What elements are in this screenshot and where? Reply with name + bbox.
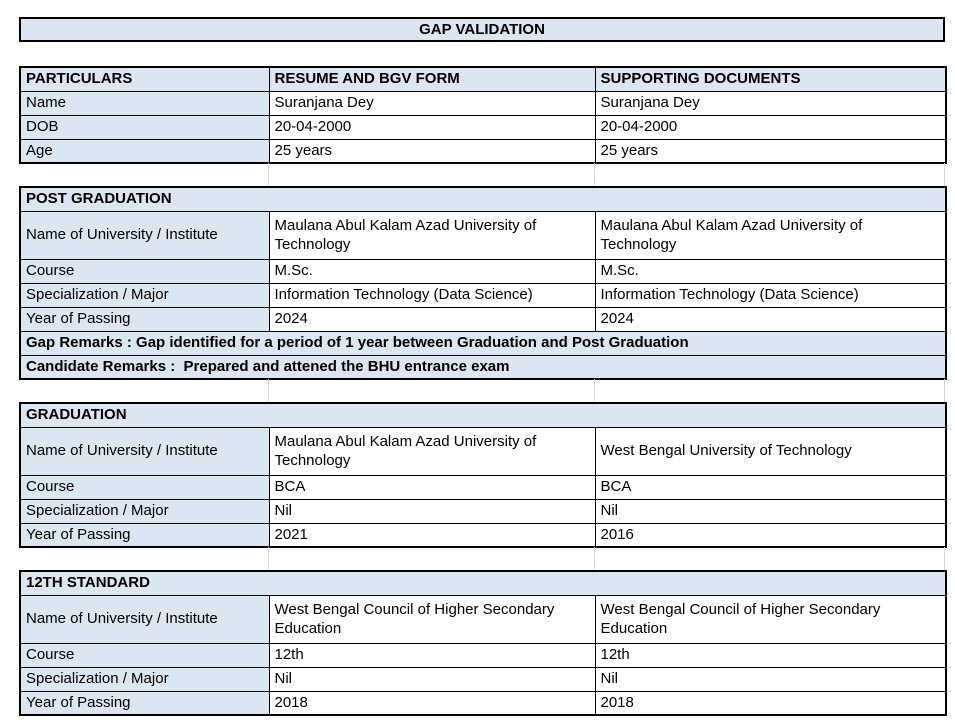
row-label-cell: Specialization / Major [19,282,270,308]
row-label-cell: Year of Passing [19,690,270,716]
post-graduation-table: POST GRADUATION Name of University / Ins… [19,186,948,380]
supporting-value-cell: Information Technology (Data Science) [594,282,947,308]
table-row: Course M.Sc. M.Sc. [19,258,947,284]
row-label-cell: Name of University / Institute [19,426,270,476]
row-label-cell: Year of Passing [19,306,270,332]
resume-value-cell: 2021 [268,522,596,548]
table-row: Year of Passing 2018 2018 [19,690,947,716]
row-label-cell: Course [19,642,270,668]
resume-value-cell: Nil [268,498,596,524]
graduation-table: GRADUATION Name of University / Institut… [19,402,947,548]
row-label-cell: Course [19,474,270,500]
supporting-value-cell: 25 years [594,138,947,164]
table-row: Name of University / Institute Maulana A… [19,426,947,476]
supporting-value-cell: Suranjana Dey [594,90,947,116]
row-label-cell: Course [19,258,270,284]
gridline [268,163,269,185]
section-heading: GRADUATION [19,402,947,428]
supporting-value-cell: Maulana Abul Kalam Azad University of Te… [594,210,947,260]
supporting-value-cell: West Bengal University of Technology [594,426,947,476]
supporting-value-cell: Nil [594,666,947,692]
gridline [594,379,595,401]
resume-value-cell: Information Technology (Data Science) [268,282,596,308]
table-row: Course 12th 12th [19,642,947,668]
column-header-resume: RESUME AND BGV FORM [268,66,596,92]
table-row: Specialization / Major Nil Nil [19,498,947,524]
supporting-value-cell: M.Sc. [594,258,947,284]
page-title: GAP VALIDATION [19,17,945,42]
gridline [268,547,269,569]
section-heading: 12TH STANDARD [19,570,947,596]
resume-value-cell: 20-04-2000 [268,114,596,140]
table-row: Course BCA BCA [19,474,947,500]
resume-value-cell: BCA [268,474,596,500]
table-row: Name of University / Institute West Beng… [19,594,947,644]
particulars-table: PARTICULARS RESUME AND BGV FORM SUPPORTI… [19,66,947,164]
table-row: Name of University / Institute Maulana A… [19,210,947,260]
section-heading: POST GRADUATION [19,186,947,212]
gridline [944,163,945,185]
gridline [268,379,269,401]
resume-value-cell: 25 years [268,138,596,164]
column-header-particulars: PARTICULARS [19,66,270,92]
table-row: Age 25 years 25 years [19,138,947,164]
table-row: DOB 20-04-2000 20-04-2000 [19,114,947,140]
resume-value-cell: Suranjana Dey [268,90,596,116]
resume-value-cell: Nil [268,666,596,692]
resume-value-cell: 2018 [268,690,596,716]
supporting-value-cell: West Bengal Council of Higher Secondary … [594,594,947,644]
supporting-value-cell: 2024 [594,306,947,332]
row-label-cell: DOB [19,114,270,140]
row-label-cell: Name of University / Institute [19,594,270,644]
candidate-remarks-row: Candidate Remarks : Prepared and attened… [19,354,947,380]
row-label-cell: Age [19,138,270,164]
supporting-value-cell: 2018 [594,690,947,716]
gridline [944,547,945,569]
table-row: Specialization / Major Information Techn… [19,282,947,308]
supporting-value-cell: BCA [594,474,947,500]
resume-value-cell: Maulana Abul Kalam Azad University of Te… [268,210,596,260]
gridline [594,547,595,569]
resume-value-cell: Maulana Abul Kalam Azad University of Te… [268,426,596,476]
table-row: Year of Passing 2021 2016 [19,522,947,548]
gridline [594,163,595,185]
resume-value-cell: 12th [268,642,596,668]
table-row: Name Suranjana Dey Suranjana Dey [19,90,947,116]
supporting-value-cell: Nil [594,498,947,524]
resume-value-cell: 2024 [268,306,596,332]
column-header-supporting: SUPPORTING DOCUMENTS [594,66,947,92]
table-row: Year of Passing 2024 2024 [19,306,947,332]
gap-remarks-row: Gap Remarks : Gap identified for a perio… [19,330,947,356]
row-label-cell: Specialization / Major [19,666,270,692]
table-row: Specialization / Major Nil Nil [19,666,947,692]
supporting-value-cell: 12th [594,642,947,668]
resume-value-cell: West Bengal Council of Higher Secondary … [268,594,596,644]
twelfth-standard-table: 12TH STANDARD Name of University / Insti… [19,570,948,716]
gridline [944,379,945,401]
resume-value-cell: M.Sc. [268,258,596,284]
supporting-value-cell: 2016 [594,522,947,548]
row-label-cell: Name of University / Institute [19,210,270,260]
row-label-cell: Year of Passing [19,522,270,548]
row-label-cell: Name [19,90,270,116]
row-label-cell: Specialization / Major [19,498,270,524]
supporting-value-cell: 20-04-2000 [594,114,947,140]
